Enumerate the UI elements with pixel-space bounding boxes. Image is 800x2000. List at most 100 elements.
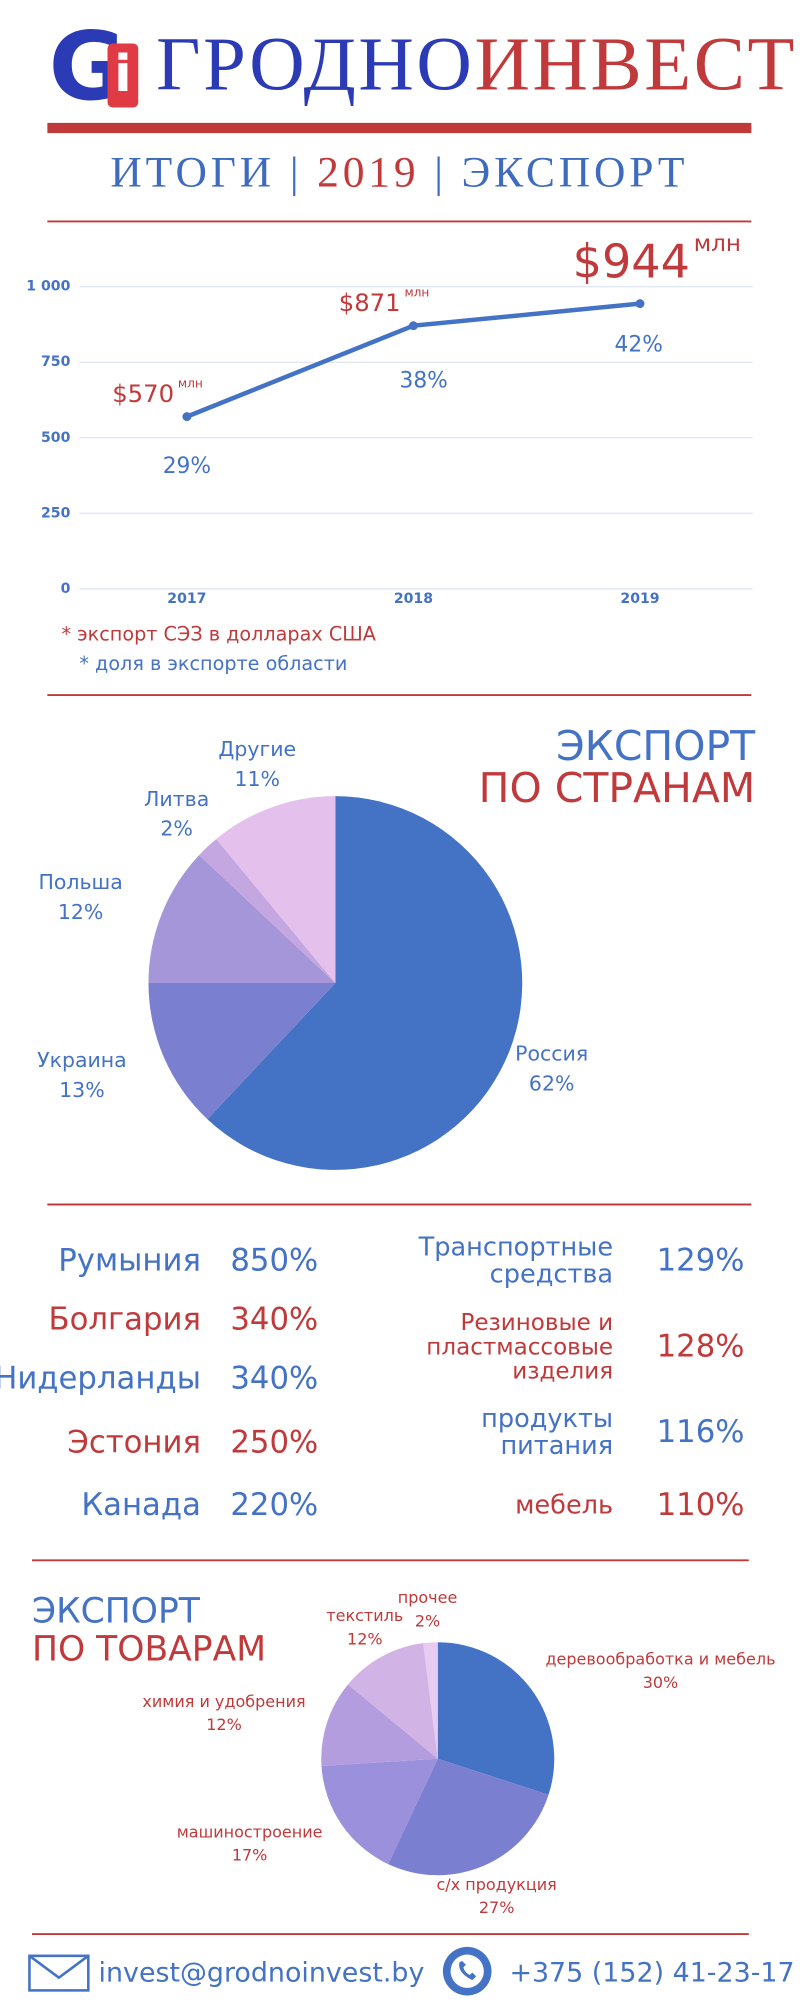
pie-label: Литва	[144, 787, 209, 811]
pie-value-label: 11%	[235, 767, 281, 791]
note: * доля в экспорте области	[79, 652, 347, 675]
country-name: Нидерланды	[0, 1360, 201, 1396]
pie-value-label: 17%	[232, 1846, 268, 1865]
pie-label: с/х продукция	[437, 1875, 557, 1894]
separator: |	[290, 149, 303, 197]
goods-name: питания	[500, 1431, 613, 1461]
title-part: ИНВЕСТ	[474, 21, 796, 106]
dividers	[32, 220, 752, 1936]
goods-name: мебель	[515, 1491, 613, 1521]
share-label: 38%	[400, 368, 448, 393]
email[interactable]: invest@grodnoinvest.by	[99, 1957, 425, 1988]
pie-label: текстиль	[326, 1606, 403, 1625]
goods-growth: 129%	[657, 1243, 745, 1279]
x-tick-label: 2019	[620, 591, 659, 607]
goods-growth: 128%	[657, 1328, 745, 1364]
value-label: $944	[573, 235, 690, 289]
goods-name: продукты	[481, 1404, 613, 1434]
subtitle-part: ИТОГИ	[110, 149, 275, 197]
pie-label: прочее	[398, 1588, 458, 1607]
pie-value-label: 62%	[529, 1071, 575, 1095]
pie-label: деревообработка и мебель	[545, 1650, 775, 1669]
header-bar	[47, 122, 752, 134]
point	[408, 321, 418, 331]
pie-value-label: 12%	[58, 900, 104, 924]
goods-name: изделия	[512, 1359, 613, 1385]
point	[182, 412, 192, 422]
country-growth: 220%	[230, 1487, 318, 1523]
goods-growth: 116%	[657, 1414, 745, 1450]
goods-growth: 110%	[657, 1487, 745, 1523]
pie-slice	[423, 1642, 438, 1759]
value-label: $871	[339, 288, 401, 317]
pie-label: Другие	[218, 737, 296, 761]
logo-letter: i	[114, 44, 132, 104]
pie-value-label: 27%	[479, 1898, 515, 1917]
subtitle-part: 2019	[317, 149, 419, 197]
separator: |	[434, 149, 447, 197]
phone-icon	[442, 1946, 492, 1996]
goods-name: средства	[490, 1260, 613, 1290]
envelope	[28, 1954, 90, 1992]
share-label: 29%	[163, 454, 211, 479]
envelope-flap	[28, 1954, 90, 1980]
pie-slice	[199, 839, 336, 984]
line	[186, 301, 641, 419]
title: ГРОДНОИНВЕСТ	[156, 21, 797, 106]
pie-value-label: 2%	[160, 817, 192, 841]
pie-value-label: 12%	[347, 1629, 383, 1648]
pie-title: ЭКСПОРТ	[32, 1591, 201, 1631]
country-name: Румыния	[58, 1243, 201, 1279]
pie-slice	[321, 1684, 438, 1767]
x-tick-label: 2018	[394, 591, 433, 607]
goods-name: Транспортные	[418, 1233, 613, 1263]
pie-label: Россия	[515, 1042, 588, 1066]
share-label: 42%	[615, 333, 663, 358]
pie-slice	[437, 1642, 555, 1795]
y-tick-label: 0	[61, 581, 71, 597]
pie-slice	[348, 1643, 438, 1759]
logo-block	[107, 43, 139, 108]
pie-title: ПО СТРАНАМ	[479, 764, 756, 812]
pie-value-label: 12%	[206, 1715, 242, 1734]
pie-value-label: 30%	[643, 1673, 679, 1692]
pie-slice	[207, 796, 523, 1170]
country-growth: 340%	[230, 1360, 318, 1396]
value-label: $570	[112, 379, 174, 408]
y-tick-label: 500	[41, 430, 71, 446]
y-tick-label: 250	[41, 505, 71, 521]
value-unit: млн	[178, 376, 203, 390]
pie-label: химия и удобрения	[142, 1692, 305, 1711]
x-tick-label: 2017	[167, 591, 206, 607]
pie-label: машиностроение	[177, 1822, 323, 1841]
phone-bubble-inner	[450, 1954, 484, 1988]
pie-title: ПО ТОВАРАМ	[32, 1630, 266, 1670]
country-growth: 250%	[230, 1424, 318, 1460]
pie-slice	[321, 1758, 438, 1865]
pie-value-label: 2%	[415, 1611, 440, 1630]
goods-name: Резиновые и	[460, 1310, 613, 1336]
goods-name: пластмассовые	[426, 1334, 613, 1360]
phone[interactable]: +375 (152) 41-23-17	[509, 1957, 794, 1988]
pie-label: Польша	[38, 870, 122, 894]
pie-label: Украина	[37, 1048, 127, 1072]
subtitle: ИТОГИ | 2019 | ЭКСПОРТ	[110, 149, 688, 197]
point	[635, 299, 645, 309]
country-name: Болгария	[49, 1301, 201, 1337]
value-unit: млн	[404, 285, 429, 299]
pie-title: ЭКСПОРТ	[556, 722, 756, 770]
email-icon	[28, 1954, 90, 1992]
country-name: Эстония	[67, 1424, 201, 1460]
pie-slice	[148, 983, 336, 1120]
value-unit: млн	[694, 231, 741, 257]
pie-slice	[388, 1758, 549, 1876]
pie-slice	[216, 796, 336, 984]
y-tick-label: 1 000	[26, 279, 70, 295]
subtitle-part: ЭКСПОРТ	[462, 149, 689, 197]
country-name: Канада	[81, 1487, 201, 1523]
phone-handset	[459, 1960, 477, 1981]
title-part: ГРОДНО	[156, 21, 474, 106]
y-tick-label: 750	[41, 354, 71, 370]
pie-value-label: 13%	[59, 1078, 105, 1102]
